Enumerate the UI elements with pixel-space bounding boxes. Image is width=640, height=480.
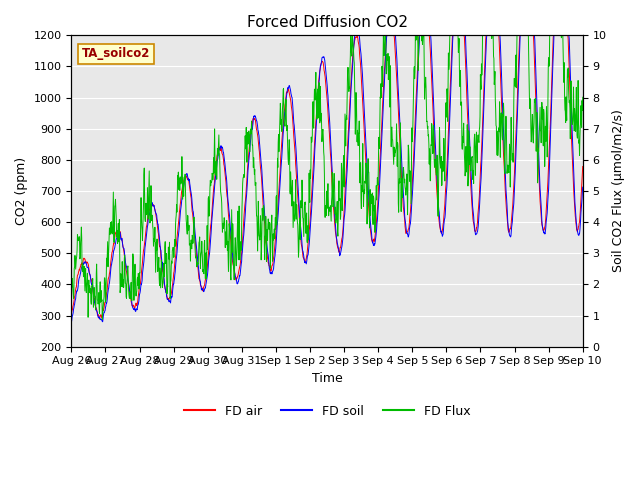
Y-axis label: Soil CO2 Flux (μmol/m2/s): Soil CO2 Flux (μmol/m2/s) [612, 109, 625, 273]
Title: Forced Diffusion CO2: Forced Diffusion CO2 [246, 15, 408, 30]
X-axis label: Time: Time [312, 372, 342, 385]
Legend: FD air, FD soil, FD Flux: FD air, FD soil, FD Flux [179, 400, 476, 423]
Text: TA_soilco2: TA_soilco2 [82, 47, 150, 60]
Y-axis label: CO2 (ppm): CO2 (ppm) [15, 157, 28, 225]
